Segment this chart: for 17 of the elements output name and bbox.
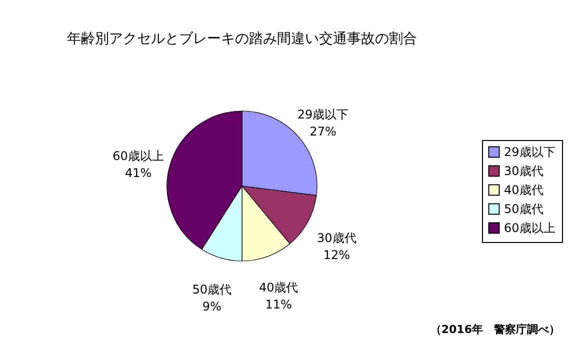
legend-label: 30歳代: [504, 164, 544, 178]
chart-title: 年齢別アクセルとブレーキの踏み間違い交通事故の割合: [67, 31, 417, 47]
legend-label: 50歳代: [504, 202, 544, 216]
slice-label: 50歳代: [192, 282, 232, 297]
text: （2016年 警察庁調べ）: [430, 323, 560, 336]
legend-label: 40歳代: [504, 183, 544, 197]
data-label: 27%: [310, 124, 336, 139]
slice-label: 30歳代: [317, 231, 356, 246]
legend-label: 60歳以上: [504, 221, 556, 235]
slice-label: 60歳以上: [112, 148, 164, 163]
data-label: 9%: [202, 300, 222, 314]
data-label: 41%: [124, 166, 152, 180]
slice-label: 40歳代: [258, 280, 298, 295]
data-label: 12%: [323, 248, 350, 262]
slice-label: 29歳以下: [297, 108, 349, 122]
legend-label: 29歳以下: [504, 145, 556, 159]
data-label: 11%: [265, 298, 292, 312]
